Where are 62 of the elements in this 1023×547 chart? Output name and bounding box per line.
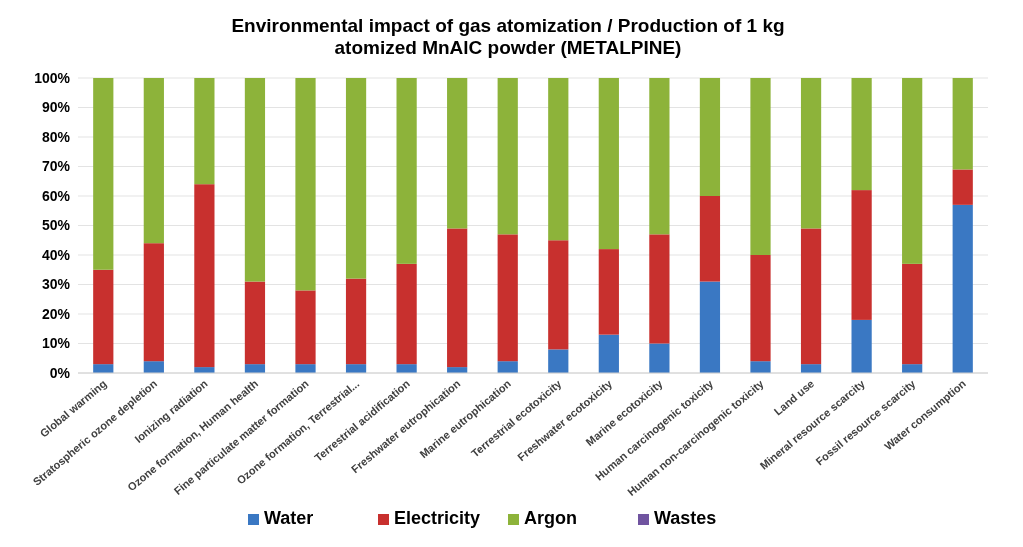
y-tick-label: 50% xyxy=(41,217,71,234)
bar xyxy=(497,234,518,362)
bar xyxy=(548,78,569,241)
bar xyxy=(800,228,822,365)
y-tick-label: 90% xyxy=(41,99,71,116)
bar xyxy=(396,263,417,365)
legend-label: Electricity xyxy=(394,508,481,528)
bar xyxy=(93,78,114,270)
bar xyxy=(295,364,316,373)
bar xyxy=(548,349,569,373)
y-tick-label: 20% xyxy=(41,305,71,322)
bar xyxy=(143,361,164,373)
bar xyxy=(244,78,266,282)
y-tick-label: 70% xyxy=(41,158,71,175)
bar xyxy=(497,361,518,373)
bar xyxy=(750,78,771,255)
bar xyxy=(851,319,872,373)
bar xyxy=(345,278,367,365)
y-tick-label: 60% xyxy=(41,187,71,204)
bar xyxy=(952,169,973,205)
bar xyxy=(902,263,923,365)
bar xyxy=(93,269,114,365)
chart-title: Environmental impact of gas atomization / Production of 1 kg atomized MnAlC powder (METALPINE) xyxy=(231,15,785,58)
legend-label: Argon xyxy=(524,508,577,528)
bar xyxy=(295,78,316,291)
bar xyxy=(143,243,164,362)
bar xyxy=(851,78,872,191)
bar xyxy=(699,196,721,282)
bar xyxy=(598,249,619,335)
y-tick-label: 10% xyxy=(41,335,71,352)
bar xyxy=(194,78,215,185)
bar xyxy=(649,234,670,344)
bar xyxy=(649,78,670,235)
bar xyxy=(952,204,973,373)
bar xyxy=(649,343,670,373)
bar xyxy=(750,255,771,362)
y-tick-label: 40% xyxy=(41,246,71,263)
bar xyxy=(295,290,316,365)
bar xyxy=(902,78,923,264)
bar xyxy=(699,281,721,373)
bar xyxy=(598,334,619,373)
y-tick-label: 100% xyxy=(34,69,71,86)
bar xyxy=(851,190,872,320)
bar xyxy=(396,78,417,264)
bar xyxy=(447,78,468,229)
bar xyxy=(497,78,518,235)
bar xyxy=(194,184,215,368)
bar xyxy=(143,78,164,244)
y-tick-label: 80% xyxy=(41,128,71,145)
legend-label: Wastes xyxy=(654,508,717,528)
bar xyxy=(345,78,367,279)
legend-label: Water xyxy=(264,508,314,528)
bar xyxy=(447,228,468,368)
bar xyxy=(800,78,822,229)
bar xyxy=(244,281,266,365)
bar xyxy=(598,78,619,250)
bar xyxy=(548,240,569,350)
y-tick-label: 30% xyxy=(41,276,71,293)
bar xyxy=(699,78,721,196)
bar xyxy=(952,78,973,170)
bar xyxy=(750,361,771,373)
y-tick-label: 0% xyxy=(49,364,71,381)
